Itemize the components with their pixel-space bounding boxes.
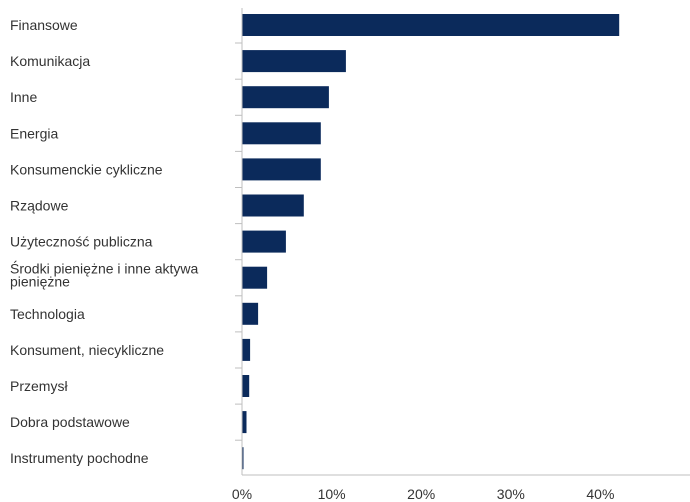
category-label: Finansowe [10,17,78,33]
bar-3 [242,122,321,145]
category-label: Konsument, niecykliczne [10,342,164,358]
category-label: Dobra podstawowe [10,414,130,430]
category-label: Instrumenty pochodne [10,450,149,466]
category-label: Inne [10,89,37,105]
category-label: Użyteczność publiczna [10,234,153,250]
category-labels: Finansowe Komunikacja Inne Energia Konsumenc… [10,17,199,466]
bar-2 [242,86,329,109]
bar-5 [242,194,304,217]
bar-9 [242,338,251,361]
category-label: Energia [10,125,58,141]
category-label: Technologia [10,306,85,322]
x-tick-label: 30% [497,486,525,502]
bar-1 [242,50,346,73]
axes [235,8,690,476]
x-tick-label: 20% [407,486,435,502]
category-label: Środki pieniężne i inne aktywa pieniężne [10,260,199,290]
bars [242,14,620,470]
category-label: Rządowe [10,198,69,214]
bar-6 [242,230,286,253]
bar-11 [242,411,247,434]
x-tick-label: 40% [586,486,614,502]
x-tick-label: 0% [232,486,252,502]
bar-4 [242,158,321,181]
category-label: Przemysł [10,378,68,394]
bar-10 [242,375,250,397]
bar-7 [242,266,268,289]
bar-12 [242,447,244,470]
category-label: Konsumenckie cykliczne [10,161,163,177]
x-tick-label: 10% [318,486,346,502]
category-label: Komunikacja [10,53,90,69]
bar-8 [242,302,259,325]
bar-0 [242,14,620,36]
x-tick-labels: 0% 10% 20% 30% 40% [232,486,615,502]
